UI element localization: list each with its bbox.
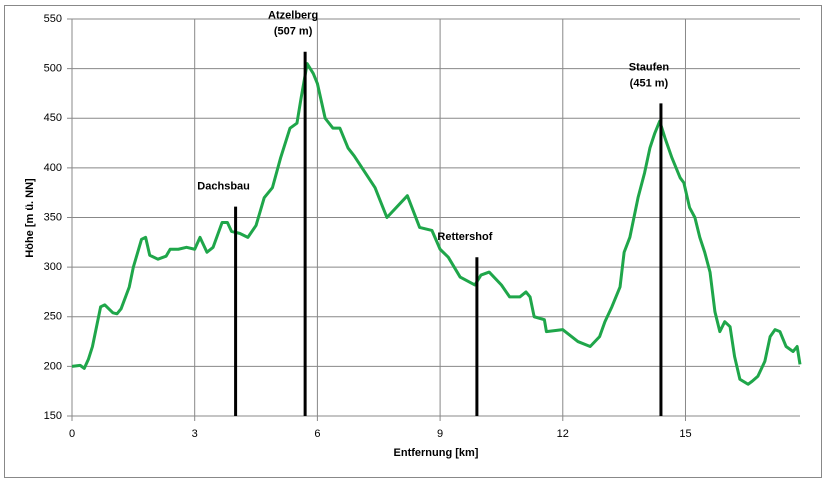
y-tick-label: 300 <box>44 261 62 273</box>
y-tick-label: 250 <box>44 311 62 323</box>
x-tick-label: 12 <box>557 428 569 440</box>
y-tick-label: 550 <box>44 13 62 25</box>
x-tick-label: 15 <box>679 428 691 440</box>
annotation-label: Atzelberg <box>268 10 318 22</box>
annotation-label: (451 m) <box>630 77 669 89</box>
x-tick-label: 6 <box>314 428 320 440</box>
y-tick-label: 450 <box>44 112 62 124</box>
annotation-label: Staufen <box>629 61 670 73</box>
elevation-line <box>71 62 802 386</box>
annotation-label: Rettershof <box>437 231 492 243</box>
y-tick-label: 500 <box>44 63 62 75</box>
x-axis-label: Entfernung [km] <box>394 447 479 459</box>
y-tick-label: 150 <box>44 410 62 422</box>
y-tick-label: 350 <box>44 211 62 223</box>
annotation-label: (507 m) <box>274 26 313 38</box>
annotation-label: Dachsbau <box>197 180 250 192</box>
y-axis-label: Höhe [m ü. NN] <box>24 178 36 258</box>
y-tick-label: 200 <box>44 360 62 372</box>
chart-frame <box>4 5 822 478</box>
x-tick-label: 3 <box>192 428 198 440</box>
x-tick-label: 0 <box>69 428 75 440</box>
y-tick-label: 400 <box>44 162 62 174</box>
x-tick-label: 9 <box>437 428 443 440</box>
